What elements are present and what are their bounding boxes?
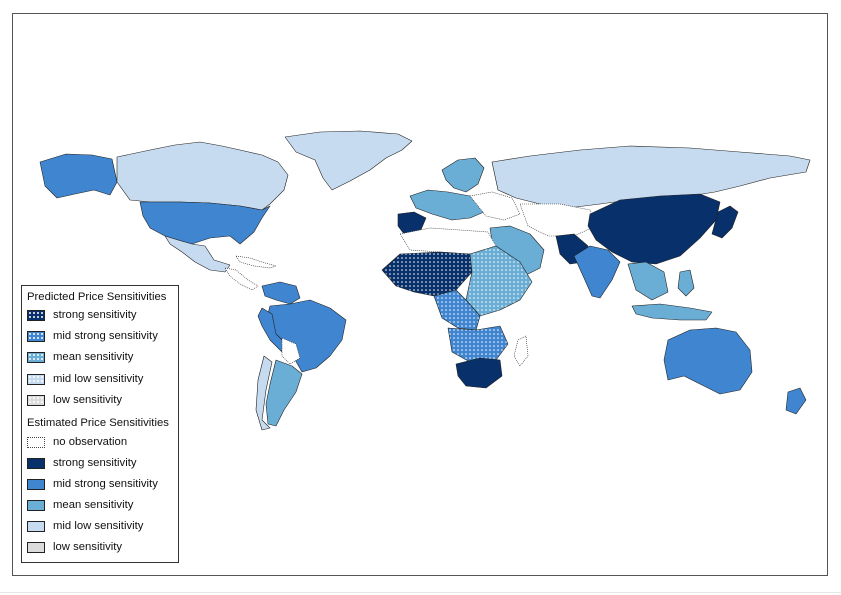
legend-label: no observation	[53, 436, 128, 448]
swatch-estimated-strong	[27, 458, 45, 469]
region-southern-africa	[447, 325, 509, 363]
region-central-asia	[519, 203, 597, 237]
legend-label: low sensitivity	[53, 394, 123, 406]
swatch-estimated-mid-strong	[27, 479, 45, 490]
map-frame	[12, 13, 828, 576]
swatch-predicted-mid-strong	[27, 331, 45, 342]
legend-label: strong sensitivity	[53, 457, 137, 469]
legend: Predicted Price Sensitivities strong sen…	[21, 285, 179, 563]
legend-label: low sensitivity	[53, 541, 123, 553]
legend-label: mid strong sensitivity	[53, 478, 158, 490]
region-west-africa	[381, 251, 473, 297]
swatch-predicted-mid-low	[27, 374, 45, 385]
region-canada	[116, 141, 289, 211]
swatch-predicted-low	[27, 395, 45, 406]
legend-title-estimated: Estimated Price Sensitivities	[27, 417, 169, 429]
legend-label: mean sensitivity	[53, 499, 134, 511]
region-south-africa	[455, 357, 503, 389]
region-japan	[711, 205, 739, 239]
swatch-estimated-low	[27, 542, 45, 553]
legend-label: mid low sensitivity	[53, 520, 144, 532]
region-southeast-asia	[627, 261, 669, 301]
region-caribbean	[235, 255, 277, 269]
swatch-estimated-mid-low	[27, 521, 45, 532]
region-argentina	[265, 359, 303, 427]
region-madagascar	[513, 335, 529, 367]
legend-label: strong sensitivity	[53, 309, 137, 321]
region-indonesia	[631, 303, 713, 321]
region-alaska	[39, 153, 118, 199]
swatch-predicted-strong	[27, 310, 45, 321]
region-china	[587, 193, 721, 265]
region-greenland	[284, 130, 413, 191]
region-venezuela	[261, 281, 301, 305]
region-north-africa	[399, 227, 497, 255]
bottom-rule	[0, 592, 841, 593]
legend-title-predicted: Predicted Price Sensitivities	[27, 291, 167, 303]
legend-label: mean sensitivity	[53, 351, 134, 363]
region-new-zealand	[785, 387, 807, 415]
region-bolivia	[281, 337, 301, 365]
region-australia	[663, 327, 753, 395]
region-central-america	[224, 267, 259, 291]
region-central-africa	[433, 289, 481, 331]
region-chile	[255, 355, 273, 431]
region-usa	[139, 201, 271, 245]
region-east-africa	[465, 245, 533, 317]
swatch-predicted-mean	[27, 352, 45, 363]
region-philippines	[677, 269, 695, 297]
swatch-estimated-mean	[27, 500, 45, 511]
region-eastern-europe	[469, 191, 521, 221]
swatch-no-observation	[27, 437, 45, 448]
region-scandinavia	[441, 157, 485, 193]
region-india	[573, 245, 621, 299]
legend-label: mid strong sensitivity	[53, 330, 158, 342]
legend-label: mid low sensitivity	[53, 373, 144, 385]
